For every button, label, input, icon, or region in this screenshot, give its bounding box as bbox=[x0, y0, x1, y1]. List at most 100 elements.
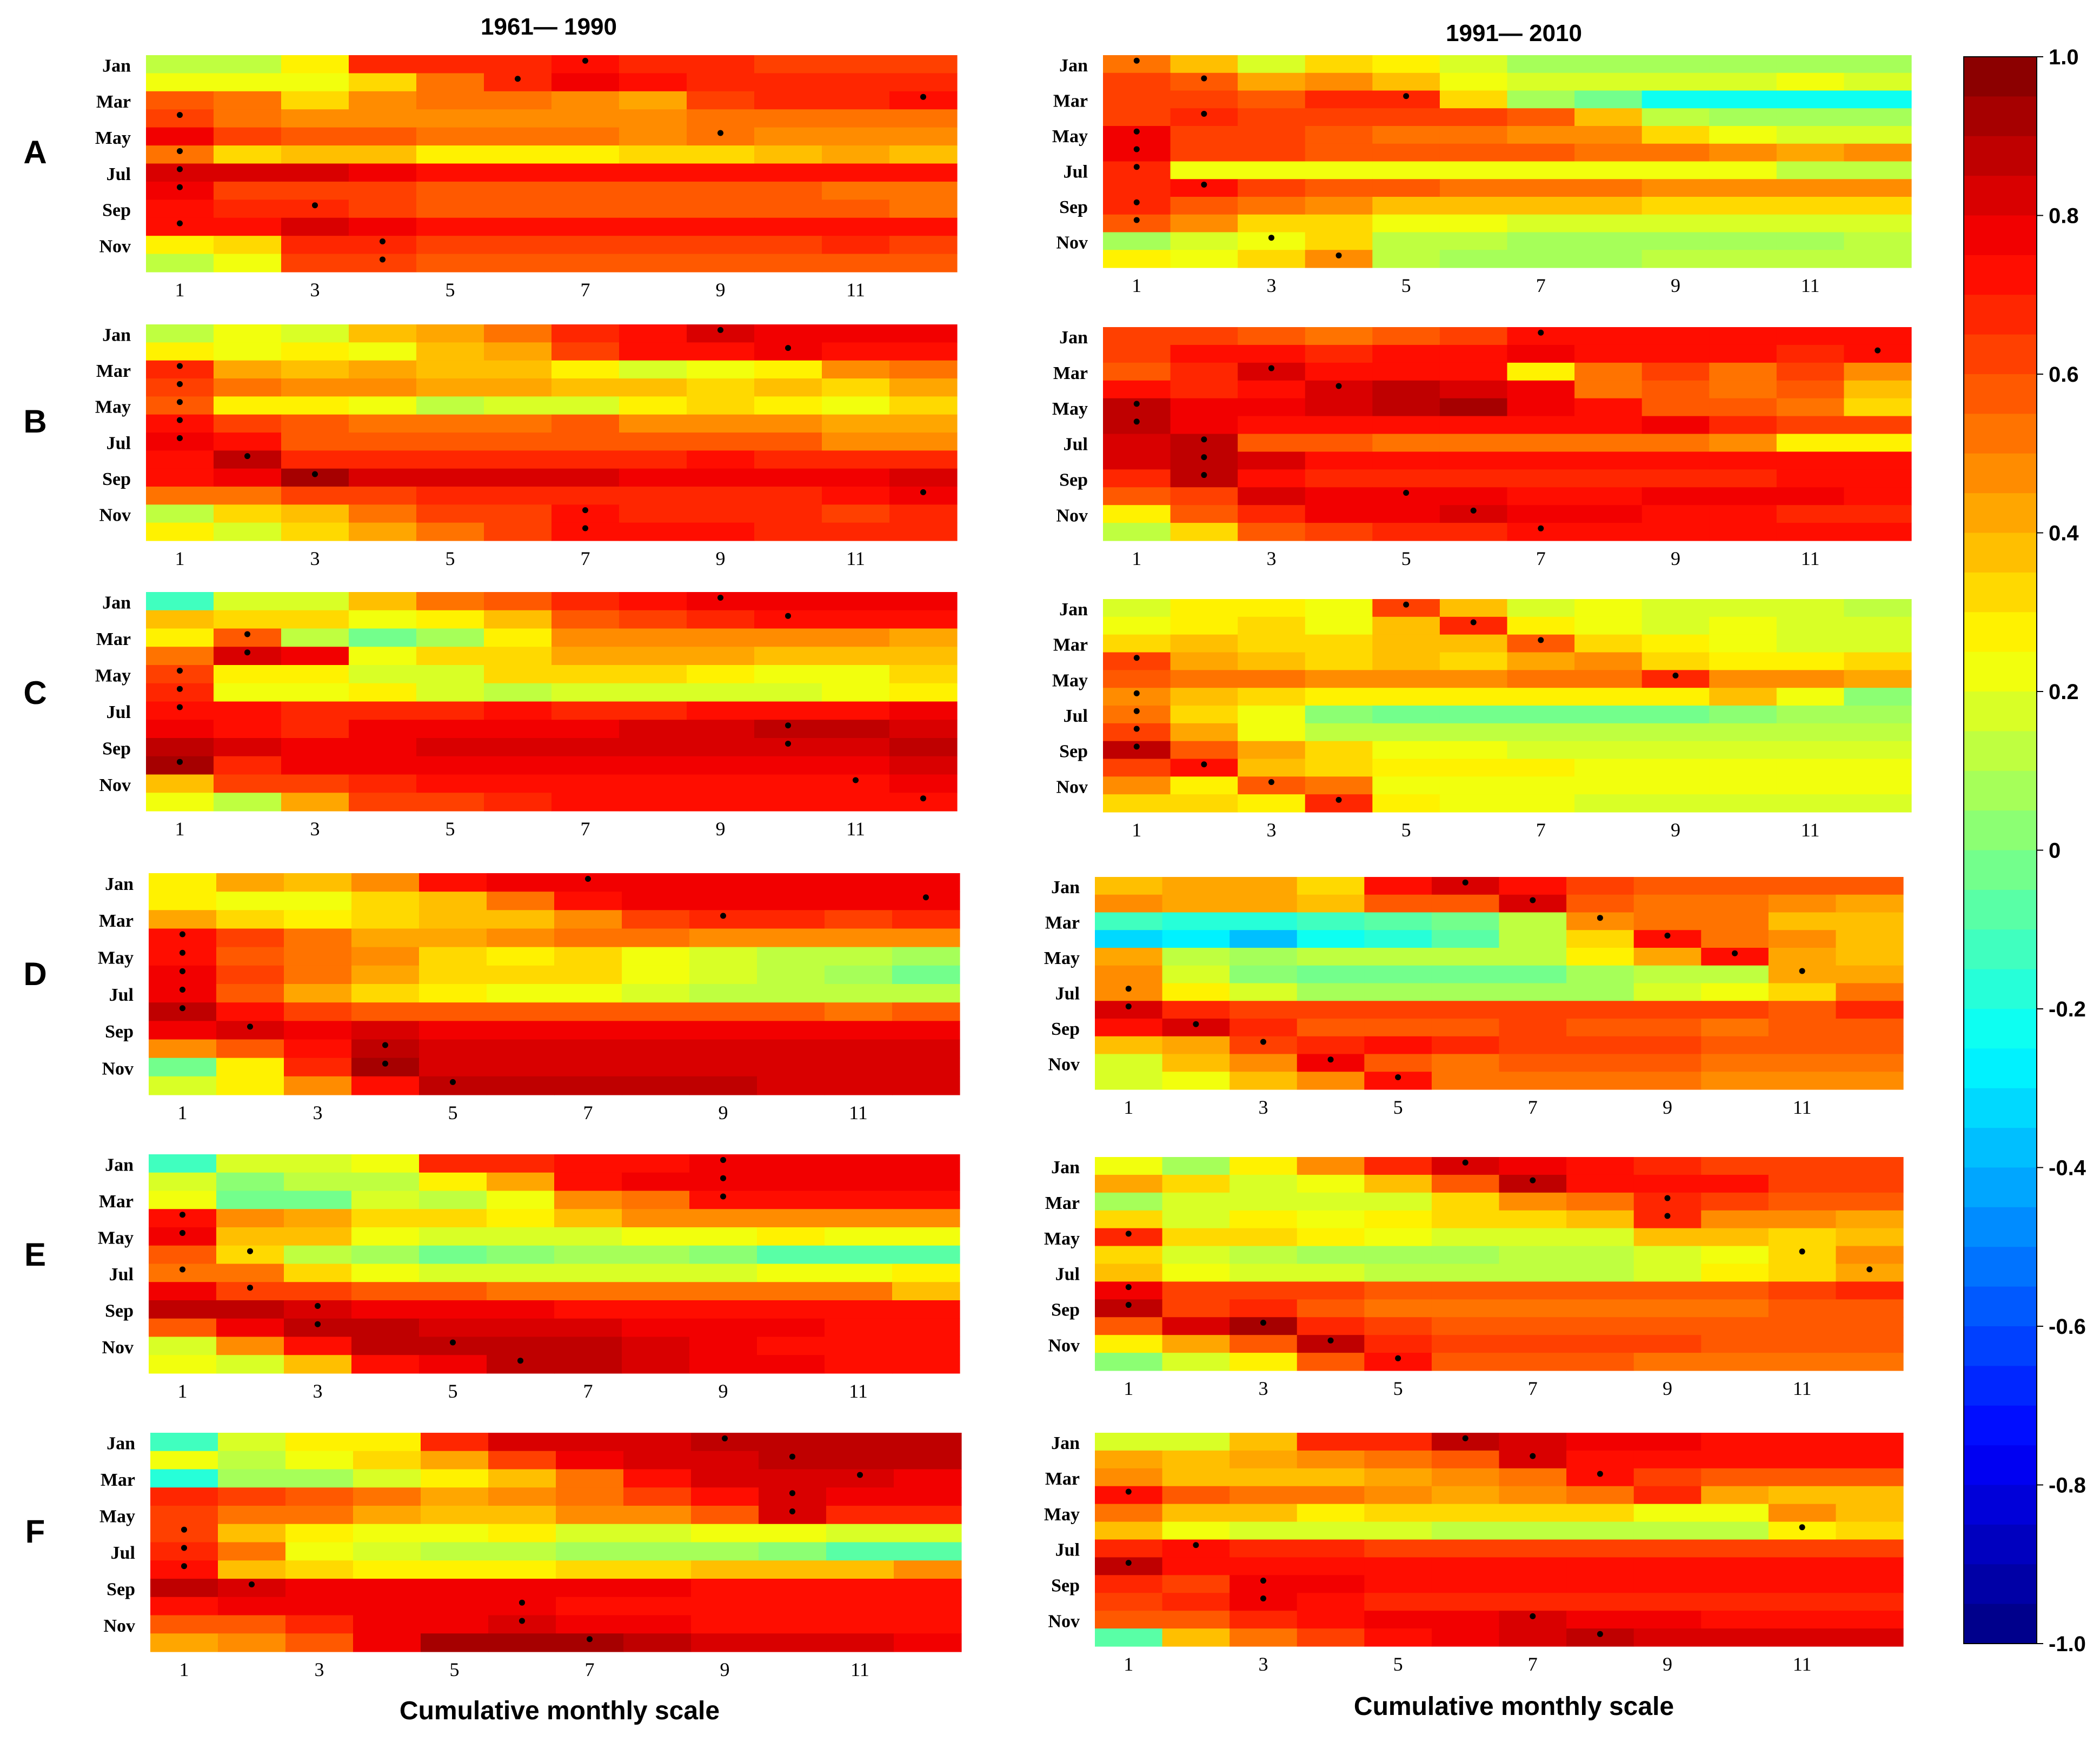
heatmap-cell bbox=[1709, 794, 1777, 813]
heatmap-cell bbox=[622, 1076, 690, 1095]
heatmap-cell bbox=[892, 1300, 960, 1319]
heatmap-cell bbox=[1162, 948, 1230, 966]
heatmap-cell bbox=[1372, 706, 1440, 724]
month-label: Jul bbox=[1055, 984, 1080, 1004]
heatmap-cell bbox=[1095, 1072, 1163, 1090]
heatmap-cell bbox=[214, 342, 282, 361]
heatmap-cell bbox=[759, 1524, 827, 1543]
heatmap-cell bbox=[285, 1524, 354, 1543]
heatmap-cell bbox=[1095, 1317, 1163, 1335]
heatmap-cell bbox=[1633, 948, 1702, 966]
heatmap-cell bbox=[150, 1487, 218, 1506]
heatmap-cell bbox=[1566, 983, 1634, 1001]
heatmap-cell bbox=[1305, 599, 1373, 617]
heatmap-cell bbox=[822, 181, 890, 200]
heatmap-cell bbox=[487, 1191, 555, 1209]
heatmap-cell bbox=[1431, 1628, 1500, 1647]
heatmap-cell bbox=[351, 1300, 420, 1319]
heatmap-cell bbox=[689, 1245, 757, 1265]
heatmap-cell bbox=[1439, 362, 1508, 381]
significance-dot bbox=[1597, 915, 1603, 921]
significance-dot bbox=[244, 453, 250, 460]
heatmap-cell bbox=[1633, 1504, 1702, 1522]
heatmap-cell bbox=[484, 200, 552, 218]
heatmap-cell bbox=[689, 1002, 757, 1021]
heatmap-cell bbox=[1776, 232, 1845, 250]
heatmap-cell bbox=[1574, 380, 1643, 399]
significance-dot bbox=[1597, 1471, 1603, 1477]
heatmap-cell bbox=[281, 254, 349, 272]
heatmap-cell bbox=[759, 1615, 827, 1634]
heatmap-cell bbox=[689, 892, 757, 910]
heatmap-cell bbox=[1230, 1521, 1298, 1540]
heatmap-cell bbox=[889, 236, 958, 255]
significance-dot bbox=[1462, 879, 1468, 886]
heatmap-cell bbox=[281, 522, 349, 541]
heatmap-cell bbox=[146, 647, 214, 666]
heatmap-cell bbox=[1431, 1353, 1500, 1371]
heatmap-cell bbox=[691, 1633, 759, 1652]
heatmap-cell bbox=[1499, 1628, 1567, 1647]
x-tick-label: 5 bbox=[446, 548, 455, 569]
heatmap-cell bbox=[1305, 126, 1373, 144]
heatmap-cell bbox=[826, 1560, 894, 1579]
x-tick-label: 9 bbox=[1663, 1378, 1672, 1399]
heatmap-cell bbox=[1431, 983, 1500, 1001]
heatmap-cell bbox=[1095, 1019, 1163, 1037]
heatmap-cell bbox=[889, 774, 958, 793]
heatmap-cell bbox=[1507, 108, 1575, 127]
heatmap-cell bbox=[1372, 616, 1440, 635]
heatmap-cell bbox=[421, 1542, 489, 1561]
heatmap-cell bbox=[1768, 1353, 1837, 1371]
heatmap-cell bbox=[1633, 877, 1702, 895]
significance-dot bbox=[1462, 1435, 1468, 1441]
heatmap-cell bbox=[1709, 143, 1777, 162]
heatmap-cell bbox=[284, 892, 352, 910]
heatmap-cell bbox=[1439, 250, 1508, 268]
heatmap-cell bbox=[1768, 1557, 1837, 1575]
month-label: Jan bbox=[1059, 328, 1088, 348]
significance-dot bbox=[181, 1563, 187, 1570]
x-tick-label: 9 bbox=[719, 1380, 728, 1402]
heatmap-cell bbox=[1364, 1557, 1432, 1575]
heatmap-cell bbox=[1574, 126, 1643, 144]
heatmap-cell bbox=[687, 468, 755, 487]
heatmap-cell bbox=[281, 236, 349, 255]
heatmap-cell bbox=[416, 163, 484, 182]
heatmap-cell bbox=[622, 1154, 690, 1173]
heatmap-cell bbox=[214, 200, 282, 218]
heatmap-cell bbox=[1170, 634, 1238, 653]
heatmap-cell bbox=[416, 487, 484, 505]
heatmap-cell bbox=[1170, 776, 1238, 795]
heatmap-cell bbox=[1776, 451, 1845, 470]
colorbar-segment bbox=[1964, 176, 2037, 216]
heatmap-cell bbox=[619, 504, 687, 523]
heatmap-cell bbox=[484, 109, 552, 128]
significance-dot bbox=[1133, 57, 1140, 64]
heatmap-cell bbox=[1238, 143, 1306, 162]
heatmap-cell bbox=[487, 1264, 555, 1282]
heatmap-cell bbox=[1701, 1593, 1769, 1611]
heatmap-cell bbox=[554, 1058, 622, 1077]
heatmap-cell bbox=[1230, 948, 1298, 966]
heatmap-cell bbox=[1372, 344, 1440, 363]
significance-dot bbox=[177, 435, 183, 441]
heatmap-cell bbox=[687, 236, 755, 255]
heatmap-cell bbox=[1095, 1335, 1163, 1353]
heatmap-cell bbox=[1297, 1228, 1365, 1247]
significance-dot bbox=[1133, 655, 1140, 661]
heatmap-cell bbox=[1103, 599, 1171, 617]
heatmap-cell bbox=[754, 200, 822, 218]
heatmap-cell bbox=[146, 236, 214, 255]
heatmap-cell bbox=[416, 360, 484, 379]
heatmap-cell bbox=[216, 1209, 284, 1228]
heatmap-cell bbox=[551, 73, 620, 92]
heatmap-cell bbox=[419, 1039, 487, 1059]
heatmap-cell bbox=[1170, 616, 1238, 635]
significance-dot bbox=[515, 76, 521, 82]
heatmap-cell bbox=[1431, 1317, 1500, 1335]
significance-dot bbox=[177, 417, 183, 423]
heatmap-cell bbox=[622, 1264, 690, 1282]
heatmap-cell bbox=[1372, 523, 1440, 541]
heatmap-cell bbox=[826, 1615, 894, 1634]
